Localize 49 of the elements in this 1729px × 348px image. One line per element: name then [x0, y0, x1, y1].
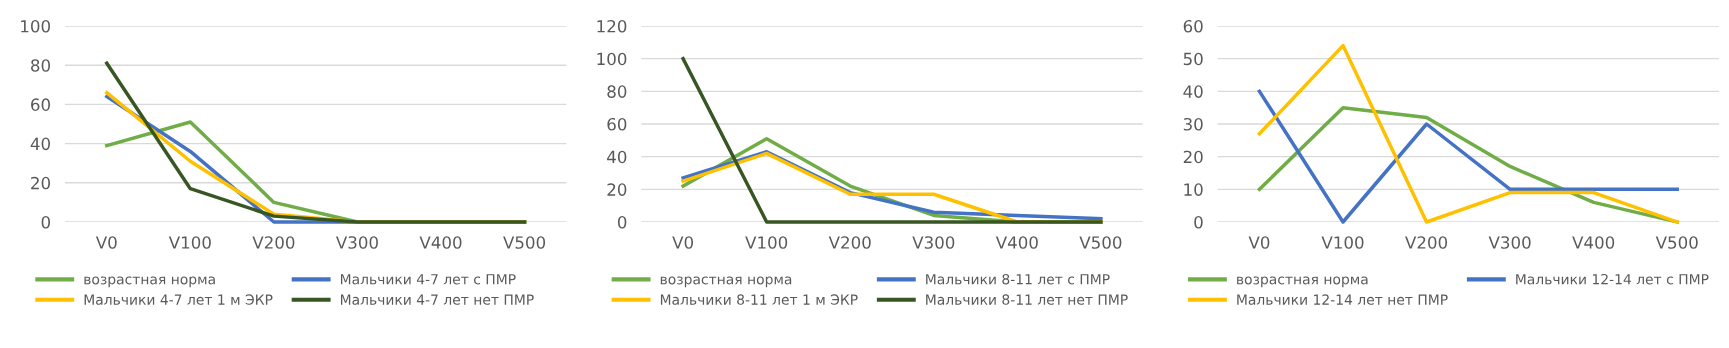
- x-tick-label: V400: [1572, 236, 1615, 249]
- legend-label: Мальчики 4-7 лет 1 м ЭКР: [84, 294, 273, 305]
- x-tick-label: V300: [1488, 236, 1531, 249]
- legend-label: возрастная норма: [1237, 276, 1368, 288]
- y-tick-label: 60: [1183, 19, 1203, 33]
- y-tick-label: 80: [31, 59, 50, 72]
- x-tick-label: V100: [168, 236, 211, 249]
- x-tick-label: V300: [335, 236, 378, 249]
- y-tick-label: 0: [1194, 215, 1203, 229]
- x-tick-label: V0: [672, 236, 694, 249]
- legend-label: Мальчики 4-7 лет нет ПМР: [340, 294, 534, 305]
- y-tick-label: 40: [30, 137, 50, 151]
- x-tick-label: V200: [1405, 236, 1448, 249]
- legend-label: Мальчики 4-7 лет с ПМР: [340, 274, 516, 285]
- y-tick-label: 0: [41, 215, 50, 229]
- y-tick-label: 100: [597, 52, 627, 66]
- y-tick-label: 60: [31, 98, 50, 111]
- y-tick-label: 0: [617, 215, 627, 229]
- x-tick-label: V500: [1079, 236, 1122, 249]
- x-tick-label: V500: [1655, 236, 1698, 249]
- x-tick-label: V100: [745, 236, 788, 249]
- x-tick-label: V400: [995, 236, 1038, 249]
- y-tick-label: 20: [31, 176, 50, 190]
- y-tick-label: 20: [607, 183, 627, 196]
- y-tick-label: 80: [607, 85, 627, 98]
- y-tick-label: 50: [1183, 52, 1203, 66]
- legend-label: возрастная норма: [84, 276, 215, 288]
- y-tick-label: 40: [607, 150, 627, 164]
- y-tick-label: 40: [1183, 85, 1203, 98]
- legend-label: Мальчики 8-11 лет 1 м ЭКР: [660, 294, 858, 305]
- x-tick-label: V0: [1248, 236, 1270, 249]
- y-tick-label: 20: [1183, 150, 1203, 164]
- y-tick-label: 30: [1183, 117, 1203, 131]
- y-tick-label: 100: [21, 19, 50, 33]
- x-tick-label: V100: [1321, 236, 1364, 249]
- legend-label: возрастная норма: [660, 276, 792, 288]
- legend-label: Мальчики 8-11 лет нет ПМР: [926, 294, 1128, 305]
- x-tick-label: V500: [503, 236, 546, 249]
- x-tick-label: V400: [419, 236, 462, 249]
- x-tick-label: V0: [95, 236, 117, 249]
- y-tick-label: 60: [607, 117, 627, 131]
- legend-label: Мальчики 8-11 лет с ПМР: [926, 273, 1110, 285]
- x-tick-label: V200: [252, 236, 295, 249]
- y-tick-label: 10: [1184, 183, 1203, 196]
- x-tick-label: V200: [828, 236, 871, 249]
- legend-label: Мальчики 12-14 лет с ПМР: [1516, 273, 1709, 285]
- x-tick-label: V300: [912, 236, 955, 249]
- y-tick-label: 120: [597, 19, 627, 33]
- legend-label: Мальчики 12-14 лет нет ПМР: [1237, 294, 1448, 305]
